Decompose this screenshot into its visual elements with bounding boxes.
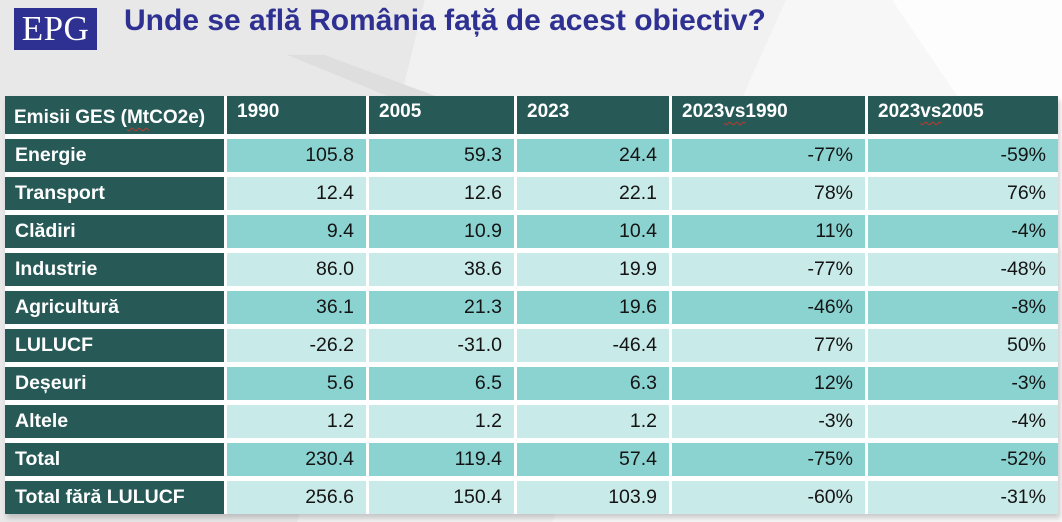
value-cell: 256.6 (227, 481, 366, 514)
value-cell: 5.6 (227, 367, 366, 400)
value-cell: 24.4 (517, 139, 669, 172)
value-cell: -75% (672, 443, 865, 476)
value-cell: -31% (868, 481, 1058, 514)
row-label-cell: Clădiri (5, 215, 224, 248)
row-label-cell: Agricultură (5, 291, 224, 324)
value-cell: 6.5 (369, 367, 514, 400)
value-cell: 38.6 (369, 253, 514, 286)
value-cell: 10.9 (369, 215, 514, 248)
slide-title: Unde se află România față de acest obiec… (124, 4, 766, 37)
value-cell: 19.9 (517, 253, 669, 286)
value-cell: 1.2 (227, 405, 366, 438)
value-cell: 12.4 (227, 177, 366, 210)
value-cell: -26.2 (227, 329, 366, 362)
value-cell: 77% (672, 329, 865, 362)
value-cell: -4% (868, 215, 1058, 248)
value-cell: 21.3 (369, 291, 514, 324)
column-header: 2023 vs 1990 (672, 96, 865, 134)
value-cell: -31.0 (369, 329, 514, 362)
value-cell: -46% (672, 291, 865, 324)
value-cell: 12% (672, 367, 865, 400)
value-cell: 86.0 (227, 253, 366, 286)
value-cell: -3% (672, 405, 865, 438)
row-label-cell: Altele (5, 405, 224, 438)
value-cell: -77% (672, 253, 865, 286)
row-label-cell: Transport (5, 177, 224, 210)
column-header-category: Emisii GES (Mt CO2e) (5, 96, 224, 134)
value-cell: 78% (672, 177, 865, 210)
column-header: 2005 (369, 96, 514, 134)
column-header: 2023 (517, 96, 669, 134)
value-cell: 105.8 (227, 139, 366, 172)
value-cell: 50% (868, 329, 1058, 362)
value-cell: 150.4 (369, 481, 514, 514)
value-cell: 119.4 (369, 443, 514, 476)
epg-logo: EPG (14, 8, 97, 50)
value-cell: -59% (868, 139, 1058, 172)
column-header: 1990 (227, 96, 366, 134)
value-cell: 22.1 (517, 177, 669, 210)
value-cell: -3% (868, 367, 1058, 400)
spellcheck-underline: vs (724, 101, 746, 122)
value-cell: 103.9 (517, 481, 669, 514)
value-cell: -77% (672, 139, 865, 172)
value-cell: 230.4 (227, 443, 366, 476)
value-cell: -48% (868, 253, 1058, 286)
value-cell: -8% (868, 291, 1058, 324)
row-label-cell: LULUCF (5, 329, 224, 362)
value-cell: 76% (868, 177, 1058, 210)
value-cell: 36.1 (227, 291, 366, 324)
value-cell: 57.4 (517, 443, 669, 476)
row-label-cell: Total fără LULUCF (5, 481, 224, 514)
row-label-cell: Industrie (5, 253, 224, 286)
value-cell: 19.6 (517, 291, 669, 324)
row-label-cell: Energie (5, 139, 224, 172)
value-cell: 1.2 (369, 405, 514, 438)
value-cell: 6.3 (517, 367, 669, 400)
column-header: 2023 vs 2005 (868, 96, 1058, 134)
emissions-table: Emisii GES (Mt CO2e) 1990 2005 2023 2023 vs … (5, 96, 1058, 514)
row-label-cell: Deșeuri (5, 367, 224, 400)
value-cell: 10.4 (517, 215, 669, 248)
spellcheck-underline: vs (920, 101, 942, 122)
value-cell: 11% (672, 215, 865, 248)
value-cell: 59.3 (369, 139, 514, 172)
spellcheck-underline: Mt (126, 107, 150, 129)
value-cell: -60% (672, 481, 865, 514)
value-cell: -46.4 (517, 329, 669, 362)
value-cell: -4% (868, 405, 1058, 438)
value-cell: 1.2 (517, 405, 669, 438)
row-label-cell: Total (5, 443, 224, 476)
value-cell: 9.4 (227, 215, 366, 248)
value-cell: 12.6 (369, 177, 514, 210)
value-cell: -52% (868, 443, 1058, 476)
